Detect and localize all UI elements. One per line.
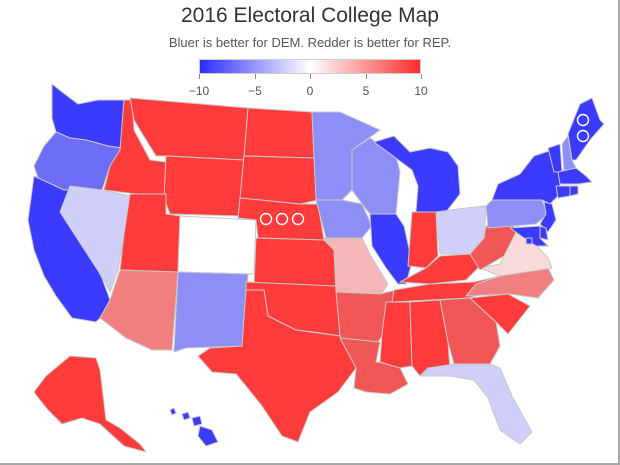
state-nh[interactable] bbox=[561, 135, 577, 173]
state-il[interactable] bbox=[369, 213, 413, 285]
state-ks[interactable] bbox=[253, 237, 337, 289]
legend-tick-mark bbox=[199, 74, 200, 79]
state-pa[interactable] bbox=[485, 195, 549, 229]
state-sd[interactable] bbox=[239, 155, 319, 205]
legend-tick-mark bbox=[421, 74, 422, 79]
state-me[interactable] bbox=[567, 97, 605, 161]
ne-district-marker-1 bbox=[259, 212, 273, 226]
state-nj[interactable] bbox=[539, 201, 557, 233]
state-hi[interactable] bbox=[169, 407, 177, 416]
frame-right-border bbox=[618, 0, 620, 465]
me-district-marker-2 bbox=[576, 129, 590, 143]
ne-district-marker-2 bbox=[275, 212, 289, 226]
color-scale-legend bbox=[199, 59, 421, 74]
state-md[interactable] bbox=[509, 225, 549, 247]
state-wy[interactable] bbox=[163, 155, 245, 217]
state-nv[interactable] bbox=[59, 185, 131, 293]
map-subtitle: Bluer is better for DEM. Redder is bette… bbox=[168, 35, 452, 50]
ne-district-marker-3 bbox=[291, 212, 305, 226]
state-ma[interactable] bbox=[557, 167, 593, 185]
state-ct[interactable] bbox=[555, 185, 571, 199]
legend-tick-mark bbox=[366, 74, 367, 79]
frame-bottom-border bbox=[0, 463, 620, 465]
legend-tick-label: 0 bbox=[306, 84, 314, 98]
legend-tick-mark bbox=[255, 74, 256, 79]
legend-tick-label: 5 bbox=[362, 84, 370, 98]
state-va[interactable] bbox=[479, 225, 553, 277]
state-hi-maui[interactable] bbox=[191, 415, 203, 427]
state-hi-oahu[interactable] bbox=[181, 411, 191, 421]
state-hi-big-island[interactable] bbox=[197, 425, 219, 447]
legend-tick-mark bbox=[310, 74, 311, 79]
state-ri[interactable] bbox=[569, 185, 579, 197]
state-ak[interactable] bbox=[33, 355, 147, 453]
legend-tick-label: −5 bbox=[248, 84, 262, 98]
state-nm[interactable] bbox=[173, 271, 249, 353]
me-district-marker-1 bbox=[576, 113, 590, 127]
state-ms[interactable] bbox=[379, 301, 413, 369]
legend-tick-label: 10 bbox=[414, 84, 428, 98]
state-la[interactable] bbox=[339, 337, 409, 395]
state-nd[interactable] bbox=[243, 107, 315, 159]
state-mo[interactable] bbox=[323, 237, 389, 297]
state-in[interactable] bbox=[407, 211, 439, 269]
state-nc[interactable] bbox=[465, 267, 555, 299]
state-co[interactable] bbox=[177, 215, 257, 275]
state-or[interactable] bbox=[33, 131, 123, 191]
map-title: 2016 Electoral College Map bbox=[181, 4, 439, 27]
state-mt[interactable] bbox=[129, 97, 249, 161]
state-ny[interactable] bbox=[491, 149, 561, 205]
legend-tick-label: −10 bbox=[188, 84, 210, 98]
state-dc[interactable] bbox=[525, 237, 533, 245]
state-fl[interactable] bbox=[419, 363, 533, 445]
